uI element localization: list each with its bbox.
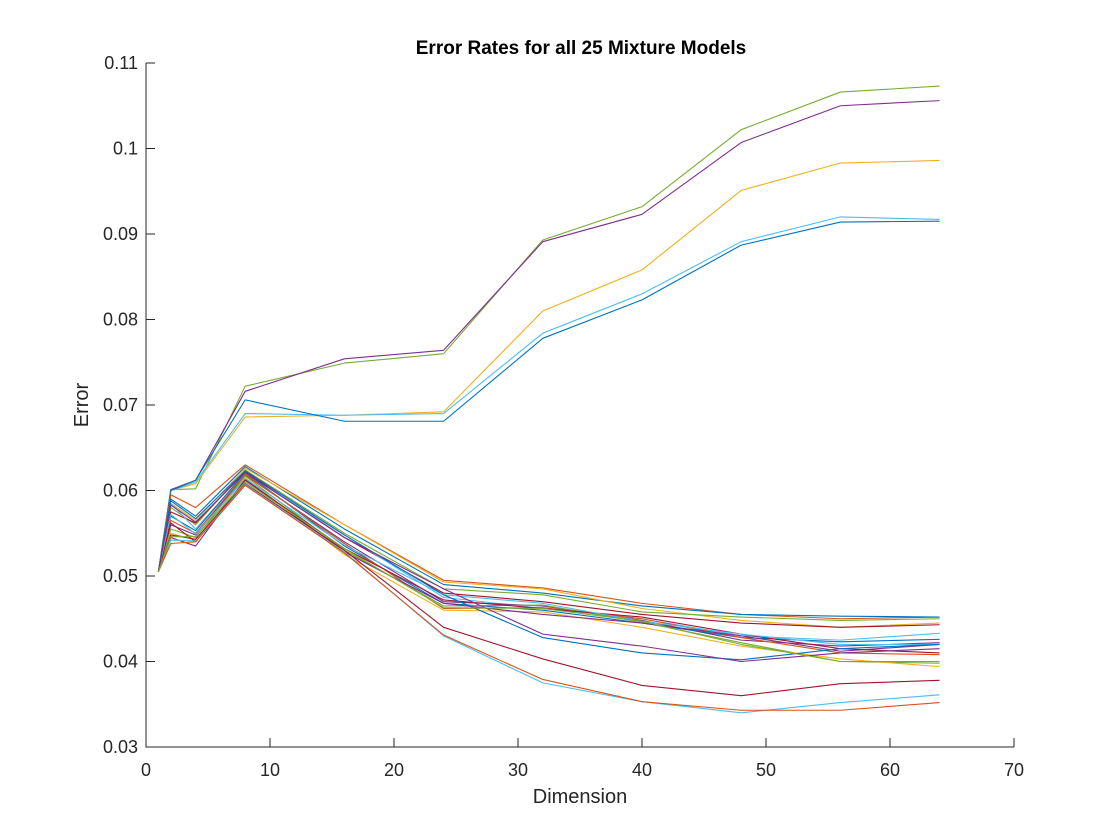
y-tick-label: 0.04 — [103, 652, 138, 672]
x-tick-label: 70 — [1004, 760, 1024, 780]
y-tick-label: 0.03 — [103, 737, 138, 757]
series-line-13 — [157, 471, 940, 643]
x-tick-label: 40 — [632, 760, 652, 780]
series-line-5 — [157, 220, 940, 572]
series-line-12 — [157, 474, 940, 647]
series-line-25 — [157, 481, 940, 663]
series-line-23 — [157, 483, 940, 714]
x-tick-label: 20 — [384, 760, 404, 780]
y-tick-label: 0.1 — [113, 139, 138, 159]
series-line-4 — [157, 216, 940, 572]
series-line-3 — [157, 159, 940, 572]
x-tick-label: 10 — [260, 760, 280, 780]
y-tick-label: 0.08 — [103, 310, 138, 330]
y-tick-label: 0.11 — [104, 53, 138, 73]
x-tick-label: 0 — [141, 760, 151, 780]
series-line-15 — [157, 475, 940, 664]
series-line-14 — [157, 473, 940, 656]
x-axis-label: Dimension — [533, 786, 627, 808]
y-axis: 0.03 0.04 0.05 0.06 0.07 0.08 0.09 0.1 0.11 — [103, 53, 155, 757]
series-line-21 — [157, 471, 940, 663]
series-line-22 — [157, 483, 940, 697]
series-line-24 — [157, 484, 940, 711]
x-axis: 0 10 20 30 40 50 60 70 — [141, 738, 1024, 780]
y-tick-label: 0.09 — [103, 224, 138, 244]
y-tick-label: 0.06 — [103, 481, 138, 501]
series-line-8 — [157, 467, 940, 628]
y-axis-label: Error — [71, 382, 93, 427]
series-layer — [157, 85, 940, 714]
y-tick-label: 0.07 — [103, 395, 138, 415]
series-line-10 — [157, 471, 940, 628]
x-tick-label: 30 — [508, 760, 528, 780]
series-line-7 — [157, 466, 940, 618]
x-tick-label: 60 — [880, 760, 900, 780]
y-tick-label: 0.05 — [103, 566, 138, 586]
x-tick-label: 50 — [756, 760, 776, 780]
series-line-20 — [157, 470, 940, 661]
series-line-17 — [157, 478, 940, 652]
series-line-18 — [157, 479, 940, 654]
series-line-6 — [157, 464, 940, 620]
series-line-1 — [157, 85, 940, 572]
plot-area: 0 10 20 30 40 50 60 70 0.03 0.04 0.05 0.06 0.07 0.08… — [103, 53, 1024, 780]
chart-title: Error Rates for all 25 Mixture Models — [416, 38, 747, 59]
